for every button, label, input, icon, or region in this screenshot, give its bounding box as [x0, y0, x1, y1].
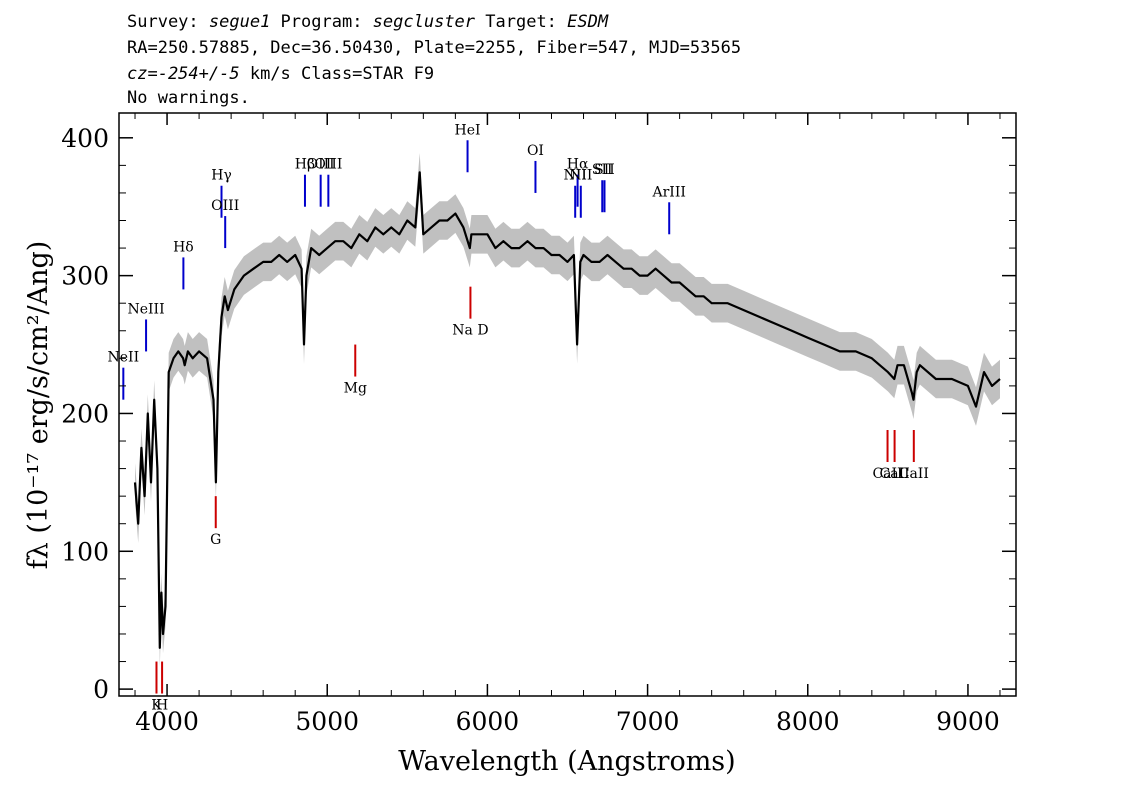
- program-value: segcluster: [372, 12, 476, 32]
- line-marker-layer: NeIINeIIIHδHγOIIIHβOIIIOIIIHeIOINIIHαNII…: [108, 122, 929, 713]
- plot-frame: [118, 112, 1017, 697]
- emission-line-label: OIII: [211, 198, 239, 214]
- x-tick-label: 9000: [936, 707, 1000, 736]
- spectrum-line-layer: [133, 171, 1001, 649]
- emission-line-label: HeI: [455, 122, 481, 138]
- header-line-survey: Survey: segue1 Program: segcluster Targe…: [127, 12, 609, 32]
- x-axis-label: Wavelength (Angstroms): [398, 746, 735, 777]
- header-line-coordinates: RA=250.57885, Dec=36.50430, Plate=2255, …: [127, 38, 742, 58]
- cz-value: cz=-254+/-5: [127, 64, 240, 84]
- emission-line-label: Hα: [567, 157, 589, 173]
- y-axis-label: fλ (10⁻¹⁷ erg/s/cm²/Ang): [23, 241, 54, 570]
- emission-line-label: NII: [569, 168, 592, 184]
- absorption-line-label: CaII: [872, 466, 902, 482]
- error-band-layer: [135, 153, 1000, 668]
- emission-line-label: OIII: [307, 157, 335, 173]
- emission-line-label: OIII: [314, 157, 342, 173]
- emission-line-label: Hγ: [211, 168, 232, 184]
- x-tick-label: 5000: [295, 707, 359, 736]
- y-tick-label: 200: [61, 399, 109, 428]
- emission-line-label: SII: [594, 162, 615, 178]
- y-tick-label: 0: [93, 675, 109, 704]
- emission-line-label: Hδ: [173, 239, 194, 255]
- emission-line-label: OI: [527, 143, 544, 159]
- axis-ticks: 4000 5000 6000 7000 8000 9000 0 100 200 300 400: [61, 113, 1016, 736]
- emission-line-label: ArIII: [652, 184, 686, 200]
- absorption-line-label: CaII: [899, 466, 929, 482]
- absorption-line-label: Na D: [452, 323, 488, 339]
- y-tick-label: 100: [61, 537, 109, 566]
- emission-line-label: Hβ: [295, 157, 315, 173]
- x-tick-label: 4000: [135, 707, 199, 736]
- target-value: ESDM: [567, 12, 609, 32]
- error-band: [135, 153, 1000, 668]
- emission-line-label: NII: [564, 168, 587, 184]
- spectrum-line: [133, 171, 1001, 649]
- header-line-warnings: No warnings.: [127, 88, 250, 108]
- x-tick-label: 6000: [456, 707, 520, 736]
- absorption-line-label: K: [151, 698, 162, 714]
- emission-line-label: NeII: [108, 350, 140, 366]
- x-tick-label: 7000: [616, 707, 680, 736]
- absorption-line-label: G: [210, 532, 221, 548]
- emission-line-label: NeIII: [127, 301, 164, 317]
- absorption-line-label: H: [156, 698, 168, 714]
- y-tick-label: 300: [61, 262, 109, 291]
- header-line-redshift: cz=-254+/-5 km/s Class=STAR F9: [127, 64, 435, 84]
- y-tick-label: 400: [61, 124, 109, 153]
- x-tick-label: 8000: [776, 707, 840, 736]
- absorption-line-label: Mg: [344, 381, 367, 397]
- survey-value: segue1: [208, 12, 271, 32]
- absorption-line-label: CaII: [880, 466, 910, 482]
- emission-line-label: SII: [592, 162, 613, 178]
